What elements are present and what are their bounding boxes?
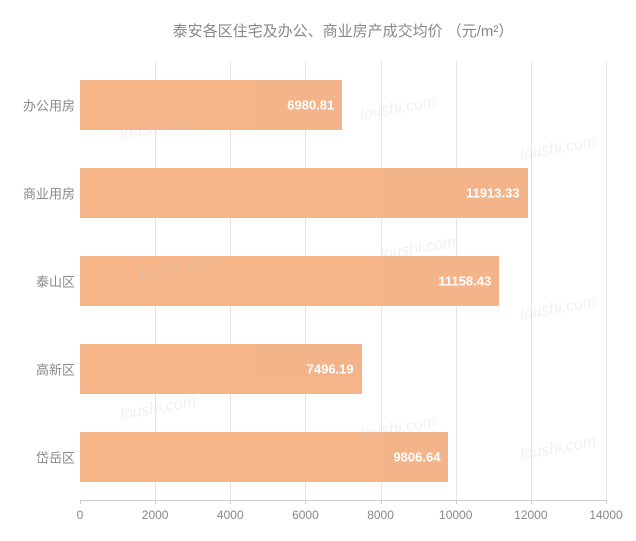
x-axis-label: 2000 xyxy=(142,508,169,522)
bar-row: 岱岳区9806.64 xyxy=(80,413,606,501)
x-axis-label: 12000 xyxy=(514,508,547,522)
bar-row: 泰山区11158.43 xyxy=(80,237,606,325)
bar-row: 商业用房11913.33 xyxy=(80,149,606,237)
bar: 11913.33 xyxy=(80,168,528,218)
plot-area: 02000400060008000100001200014000办公用房6980… xyxy=(80,61,606,501)
y-axis-label: 办公用房 xyxy=(10,96,75,115)
chart-title: 泰安各区住宅及办公、商业房产成交均价 （元/m²） xyxy=(80,20,606,41)
bar-value-label: 7496.19 xyxy=(307,362,354,377)
bar-value-label: 11913.33 xyxy=(466,186,520,201)
x-tick xyxy=(606,500,607,504)
bar: 11158.43 xyxy=(80,256,499,306)
x-axis-label: 14000 xyxy=(589,508,622,522)
gridline xyxy=(606,61,607,500)
y-axis-label: 岱岳区 xyxy=(10,448,75,467)
x-axis-label: 0 xyxy=(77,508,84,522)
bar-row: 高新区7496.19 xyxy=(80,325,606,413)
bar-value-label: 11158.43 xyxy=(438,274,491,289)
chart-container: 泰安各区住宅及办公、商业房产成交均价 （元/m²） 02000400060008… xyxy=(0,0,636,541)
y-axis-label: 高新区 xyxy=(10,360,75,379)
bar-value-label: 6980.81 xyxy=(287,98,334,113)
x-axis-label: 4000 xyxy=(217,508,244,522)
x-axis-label: 8000 xyxy=(367,508,394,522)
x-axis-label: 10000 xyxy=(439,508,472,522)
y-axis-label: 泰山区 xyxy=(10,272,75,291)
bar-value-label: 9806.64 xyxy=(393,450,440,465)
x-axis-label: 6000 xyxy=(292,508,319,522)
bar: 9806.64 xyxy=(80,432,448,482)
bar: 6980.81 xyxy=(80,80,342,130)
bar-row: 办公用房6980.81 xyxy=(80,61,606,149)
y-axis-label: 商业用房 xyxy=(10,184,75,203)
bar: 7496.19 xyxy=(80,344,362,394)
